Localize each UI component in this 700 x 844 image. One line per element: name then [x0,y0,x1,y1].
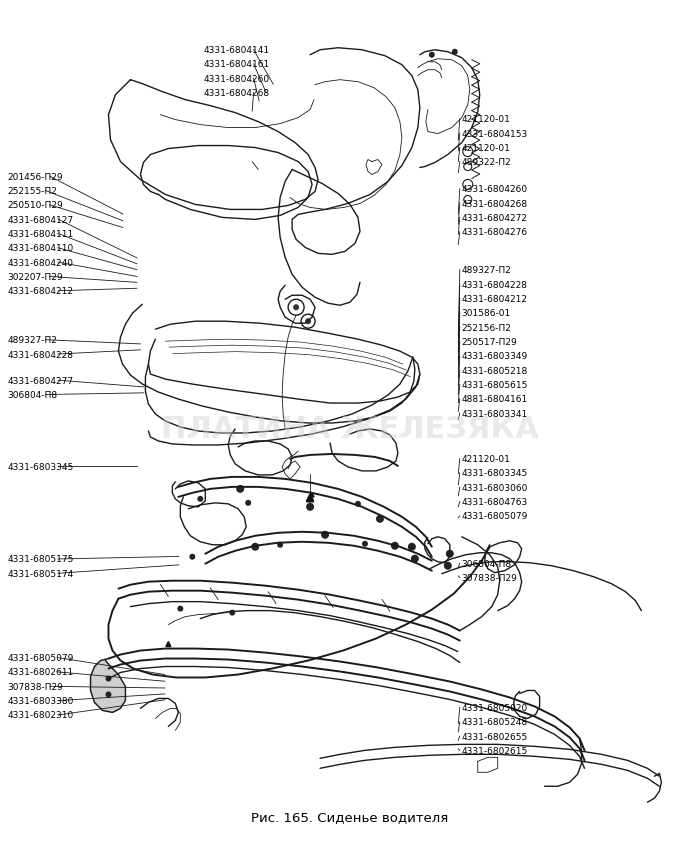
Circle shape [429,52,435,58]
Polygon shape [90,659,125,712]
Text: 4331-6805248: 4331-6805248 [462,717,528,727]
Text: 4331-6804272: 4331-6804272 [462,214,528,223]
Text: 4331-6804260: 4331-6804260 [462,185,528,194]
Text: 4331-6804260: 4331-6804260 [203,74,270,84]
Text: 302207-П29: 302207-П29 [8,273,63,282]
Text: 4331-6805615: 4331-6805615 [462,381,528,389]
Text: 4331-6804268: 4331-6804268 [203,89,270,98]
Text: 4331-6804141: 4331-6804141 [203,46,270,55]
Text: 4331-6804228: 4331-6804228 [8,350,74,359]
Text: ПЛАТИНА ЖЕЛЕЗЯКА: ПЛАТИНА ЖЕЛЕЗЯКА [161,415,539,444]
Text: 4331-6804110: 4331-6804110 [8,244,74,253]
Circle shape [245,500,251,506]
Circle shape [305,319,311,325]
Text: 4331-6804111: 4331-6804111 [8,230,74,239]
Text: 4331-6803349: 4331-6803349 [462,352,528,360]
Text: 4331-6803341: 4331-6803341 [462,409,528,418]
Text: 4331-6803345: 4331-6803345 [462,469,528,478]
Text: 4331-6802615: 4331-6802615 [462,746,528,755]
Text: 4331-6805175: 4331-6805175 [8,555,74,564]
Circle shape [197,496,203,502]
Polygon shape [307,495,314,502]
Circle shape [106,691,111,698]
Circle shape [444,562,452,570]
Text: 4331-6803380: 4331-6803380 [8,696,74,706]
Circle shape [411,555,419,563]
Circle shape [321,531,329,539]
Circle shape [251,544,259,551]
Text: 421120-01: 421120-01 [462,115,511,124]
Text: 4331-6805174: 4331-6805174 [8,569,74,578]
Circle shape [229,610,235,616]
Circle shape [362,541,368,547]
Circle shape [355,501,361,507]
Text: 4331-6805218: 4331-6805218 [462,366,528,375]
Text: 301586-01: 301586-01 [462,309,511,318]
Text: 4331-6804153: 4331-6804153 [462,129,528,138]
Text: 4331-6804276: 4331-6804276 [462,228,528,237]
Circle shape [189,554,195,560]
Text: 4331-6804161: 4331-6804161 [203,61,270,69]
Polygon shape [310,493,314,497]
Text: 4331-6804127: 4331-6804127 [8,215,74,225]
Text: 421120-01: 421120-01 [462,455,511,463]
Text: 252156-П2: 252156-П2 [462,323,512,333]
Circle shape [452,50,458,56]
Text: 4331-6805079: 4331-6805079 [8,653,74,663]
Text: 4331-6804212: 4331-6804212 [462,295,528,304]
Circle shape [293,305,299,311]
Text: 307838-П29: 307838-П29 [462,573,518,582]
Text: Рис. 165. Сиденье водителя: Рис. 165. Сиденье водителя [251,809,449,823]
Text: 4331-6805079: 4331-6805079 [462,511,528,521]
Polygon shape [307,495,314,501]
Text: 4331-6802310: 4331-6802310 [8,711,74,720]
Circle shape [106,676,111,682]
Circle shape [177,606,183,612]
Circle shape [306,503,314,511]
Text: 489327-П2: 489327-П2 [462,266,512,275]
Text: 489322-П2: 489322-П2 [462,158,512,167]
Text: 4331-6804228: 4331-6804228 [462,280,528,289]
Text: 4331-6803060: 4331-6803060 [462,484,528,492]
Text: 4331-6804277: 4331-6804277 [8,376,74,385]
Text: 306804-П8: 306804-П8 [462,559,512,568]
Text: 201456-П29: 201456-П29 [8,172,63,181]
Text: 4881-6804161: 4881-6804161 [462,395,528,403]
Text: 489327-П2: 489327-П2 [8,336,57,345]
Text: 4331-6802655: 4331-6802655 [462,732,528,741]
Text: 307838-П29: 307838-П29 [8,682,64,691]
Polygon shape [166,641,171,647]
Text: 4331-6803345: 4331-6803345 [8,463,74,471]
Text: 421120-01: 421120-01 [462,143,511,153]
Text: 250517-П29: 250517-П29 [462,338,517,347]
Text: 4331-6804240: 4331-6804240 [8,258,74,268]
Text: 252155-П2: 252155-П2 [8,187,57,196]
Circle shape [446,550,454,558]
Circle shape [277,542,283,548]
Text: 306804-П8: 306804-П8 [8,391,58,399]
Circle shape [376,515,384,523]
Circle shape [236,485,244,493]
Text: 4331-6804763: 4331-6804763 [462,497,528,506]
Text: 4331-6804268: 4331-6804268 [462,199,528,208]
Text: 4331-6805020: 4331-6805020 [462,703,528,712]
Text: 250510-П29: 250510-П29 [8,201,64,210]
Text: 4331-6804212: 4331-6804212 [8,287,74,296]
Circle shape [391,542,399,550]
Text: 4331-6802611: 4331-6802611 [8,668,74,677]
Circle shape [408,544,416,551]
